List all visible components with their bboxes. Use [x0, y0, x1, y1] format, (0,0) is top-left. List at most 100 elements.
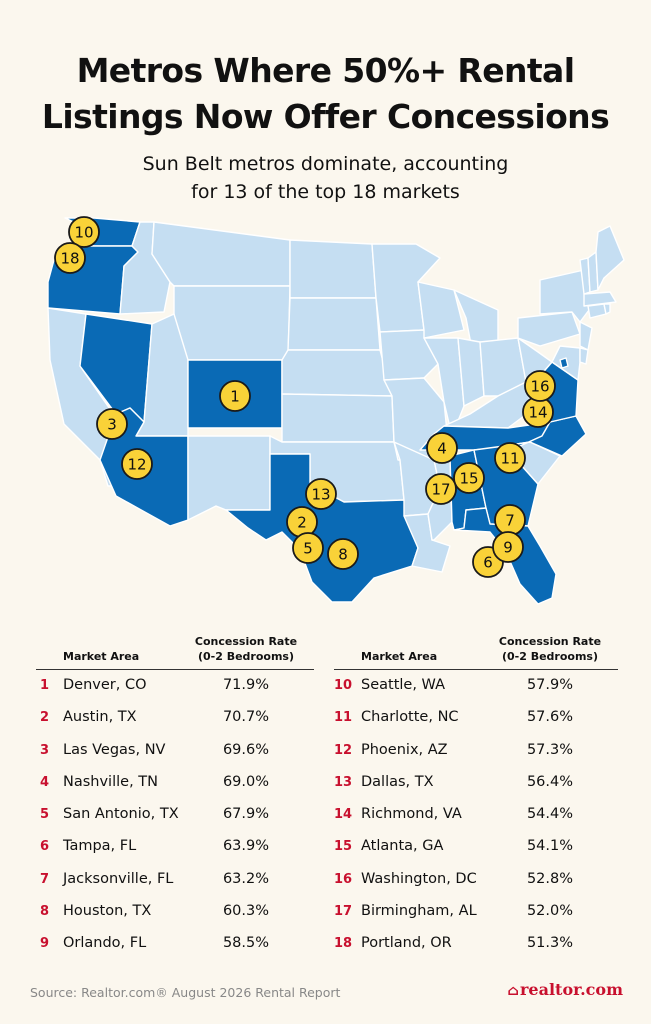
table-row: 10 Seattle, WA 57.9%: [334, 670, 618, 702]
marker-1: 1: [219, 380, 251, 412]
row-rank: 18: [334, 936, 353, 952]
row-rate: 57.9%: [526, 677, 574, 693]
row-rank: 2: [40, 710, 50, 726]
row-rate: 52.0%: [526, 903, 574, 920]
marker-label: 4: [437, 440, 447, 458]
marker-circle: [121, 448, 153, 480]
marker-14: 14: [522, 396, 554, 428]
brand-name: realtor.com: [520, 980, 623, 999]
row-rate: 60.3%: [222, 903, 270, 920]
marker-label: 18: [60, 250, 79, 268]
state-dc: [559, 357, 569, 369]
state-ia: [379, 329, 439, 381]
marker-label: 1: [230, 388, 240, 406]
state-ct: [587, 303, 607, 319]
column-header-rate-line-1: Concession Rate: [498, 635, 602, 648]
marker-label: 17: [431, 481, 450, 499]
column-header-rate-line-2: (0-2 Bedrooms): [197, 650, 295, 663]
row-market: Seattle, WA: [361, 677, 446, 693]
marker-circle: [426, 432, 458, 464]
title-line-1: Metros Where 50%+ Rental: [76, 51, 575, 90]
row-market: Orlando, FL: [63, 935, 147, 952]
row-market: Austin, TX: [63, 709, 137, 726]
row-market: Tampa, FL: [63, 838, 137, 855]
table-header: Market Area Concession Rate (0-2 Bedroom…: [36, 626, 314, 670]
table-header: Market Area Concession Rate (0-2 Bedroom…: [334, 626, 618, 670]
marker-circle: [494, 442, 526, 474]
table-row: 1 Denver, CO 71.9%: [36, 670, 314, 702]
state-ma: [583, 291, 617, 307]
row-rank: 3: [40, 742, 50, 758]
column-header-rate: Concession Rate (0-2 Bedrooms): [186, 634, 306, 664]
marker-12: 12: [121, 448, 153, 480]
marker-label: 13: [311, 486, 330, 504]
marker-label: 9: [503, 539, 513, 557]
table-row: 8 Houston, TX 60.3%: [36, 896, 314, 928]
row-rank: 16: [334, 871, 353, 887]
row-rate: 57.3%: [526, 741, 574, 758]
marker-circle: [524, 370, 556, 402]
row-market: Jacksonville, FL: [63, 870, 174, 887]
marker-label: 10: [74, 224, 93, 242]
marker-label: 16: [530, 378, 549, 396]
state-nm: [187, 435, 271, 521]
marker-16: 16: [524, 370, 556, 402]
realtor-logo: ⌂realtor.com: [507, 980, 623, 999]
row-rank: 15: [334, 839, 353, 855]
row-rate: 70.7%: [222, 709, 270, 726]
marker-circle: [492, 531, 524, 563]
row-rate: 57.6%: [526, 709, 574, 726]
marker-circle: [292, 532, 324, 564]
row-market: Phoenix, AZ: [361, 741, 448, 758]
table-row: 11 Charlotte, NC 57.6%: [334, 702, 618, 734]
row-rank: 7: [40, 871, 50, 887]
state-ri: [603, 303, 611, 315]
state-nd: [289, 239, 377, 299]
table-row: 3 Las Vegas, NV 69.6%: [36, 735, 314, 767]
column-header-market: Market Area: [63, 650, 140, 663]
state-sd: [287, 297, 381, 351]
marker-4: 4: [426, 432, 458, 464]
table-row: 5 San Antonio, TX 67.9%: [36, 799, 314, 831]
table-row: 16 Washington, DC 52.8%: [334, 864, 618, 896]
marker-15: 15: [453, 462, 485, 494]
row-rate: 69.6%: [222, 741, 270, 758]
state-de: [579, 347, 589, 365]
row-rate: 63.9%: [222, 838, 270, 855]
state-nj: [579, 321, 593, 351]
table-row: 4 Nashville, TN 69.0%: [36, 767, 314, 799]
row-market: Atlanta, GA: [361, 838, 444, 855]
marker-label: 11: [500, 450, 519, 468]
marker-11: 11: [494, 442, 526, 474]
row-market: Portland, OR: [361, 935, 452, 952]
row-rank: 4: [40, 774, 50, 790]
table-row: 2 Austin, TX 70.7%: [36, 702, 314, 734]
row-rate: 56.4%: [526, 773, 574, 790]
state-ks: [281, 393, 395, 443]
marker-circle: [68, 216, 100, 248]
marker-circle: [327, 538, 359, 570]
row-rank: 13: [334, 774, 353, 790]
table-row: 7 Jacksonville, FL 63.2%: [36, 864, 314, 896]
row-market: Birmingham, AL: [361, 903, 477, 920]
table-row: 17 Birmingham, AL 52.0%: [334, 896, 618, 928]
source-note: Source: Realtor.com® August 2026 Rental …: [30, 985, 341, 1000]
row-rate: 67.9%: [222, 806, 270, 823]
state-wi: [417, 281, 465, 339]
state-mt: [151, 221, 291, 287]
row-market: Denver, CO: [63, 677, 147, 693]
page-title: Metros Where 50%+ Rental Listings Now Of…: [0, 48, 651, 140]
marker-18: 18: [54, 242, 86, 274]
table-row: 12 Phoenix, AZ 57.3%: [334, 735, 618, 767]
row-rate: 71.9%: [222, 677, 270, 693]
title-line-2: Listings Now Offer Concessions: [41, 97, 610, 136]
row-rate: 51.3%: [526, 935, 574, 952]
marker-circle: [425, 473, 457, 505]
marker-label: 12: [127, 456, 146, 474]
marker-label: 2: [297, 514, 307, 532]
row-rate: 58.5%: [222, 935, 270, 952]
row-market: Dallas, TX: [361, 773, 434, 790]
table-row: 18 Portland, OR 51.3%: [334, 928, 618, 960]
row-rate: 52.8%: [526, 870, 574, 887]
